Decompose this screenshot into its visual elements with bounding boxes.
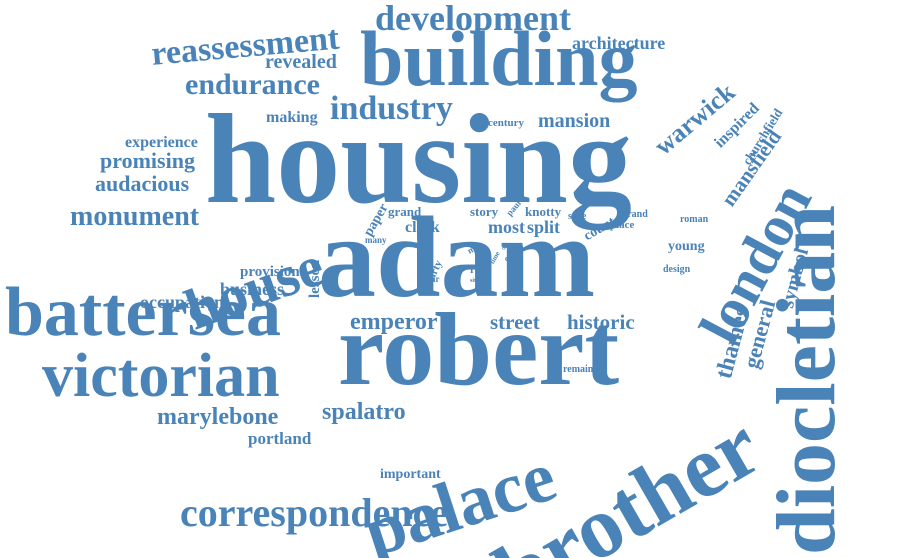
word-design: design: [663, 264, 691, 275]
word-development: development: [375, 0, 571, 38]
word-adam: adam: [318, 194, 596, 322]
word-housing: housing: [205, 88, 632, 230]
word-remain: remain: [563, 364, 594, 375]
word-experience: experience: [125, 134, 198, 151]
word-young: young: [668, 239, 705, 254]
word-place: place: [610, 219, 635, 231]
word-go: go: [502, 242, 509, 250]
word-portland: portland: [248, 429, 312, 448]
word-making: making: [266, 109, 318, 126]
word-occupation: occupation: [140, 292, 225, 312]
word-city: city: [505, 254, 518, 263]
word-business: business: [220, 279, 285, 299]
word-audacious: audacious: [95, 171, 190, 196]
word-monument: monument: [70, 201, 200, 232]
word-emperor: emperor: [350, 309, 438, 335]
word-street: street: [490, 310, 540, 334]
word-building: building: [360, 15, 638, 102]
word-many: many: [365, 235, 387, 245]
word-historic: historic: [567, 310, 635, 334]
word-battersea: battersea: [5, 274, 282, 351]
word-century: century: [488, 117, 525, 129]
word-promising: promising: [100, 148, 195, 173]
word-revealed: revealed: [265, 51, 337, 73]
word-tour: tour: [423, 274, 440, 284]
word-knotty: knotty: [525, 204, 562, 219]
word-site: site: [470, 278, 479, 284]
word-grand: grand: [388, 204, 422, 219]
word-industry: industry: [330, 90, 453, 127]
word-important: important: [380, 467, 441, 482]
word-marylebone: marylebone: [157, 404, 279, 430]
word-save: save: [568, 211, 587, 222]
word-robert: robert: [338, 292, 620, 407]
word-mansion: mansion: [538, 110, 611, 132]
word-most: most: [488, 217, 525, 237]
word-ruin: ruin: [470, 264, 491, 276]
word-clerk: clerk: [405, 219, 440, 236]
word-endurance: endurance: [185, 68, 320, 101]
word-lesson: lesson: [307, 259, 323, 298]
word-victorian: victorian: [42, 342, 280, 410]
word-architecture: architecture: [572, 33, 666, 53]
word-split: split: [527, 217, 561, 237]
word-provision: provision: [240, 264, 300, 280]
word-correspondence: correspondence: [180, 490, 449, 535]
word-strand: strand: [620, 209, 648, 220]
word-spalatro: spalatro: [322, 399, 406, 425]
word-roman: roman: [680, 214, 709, 225]
word-story: story: [470, 204, 499, 219]
